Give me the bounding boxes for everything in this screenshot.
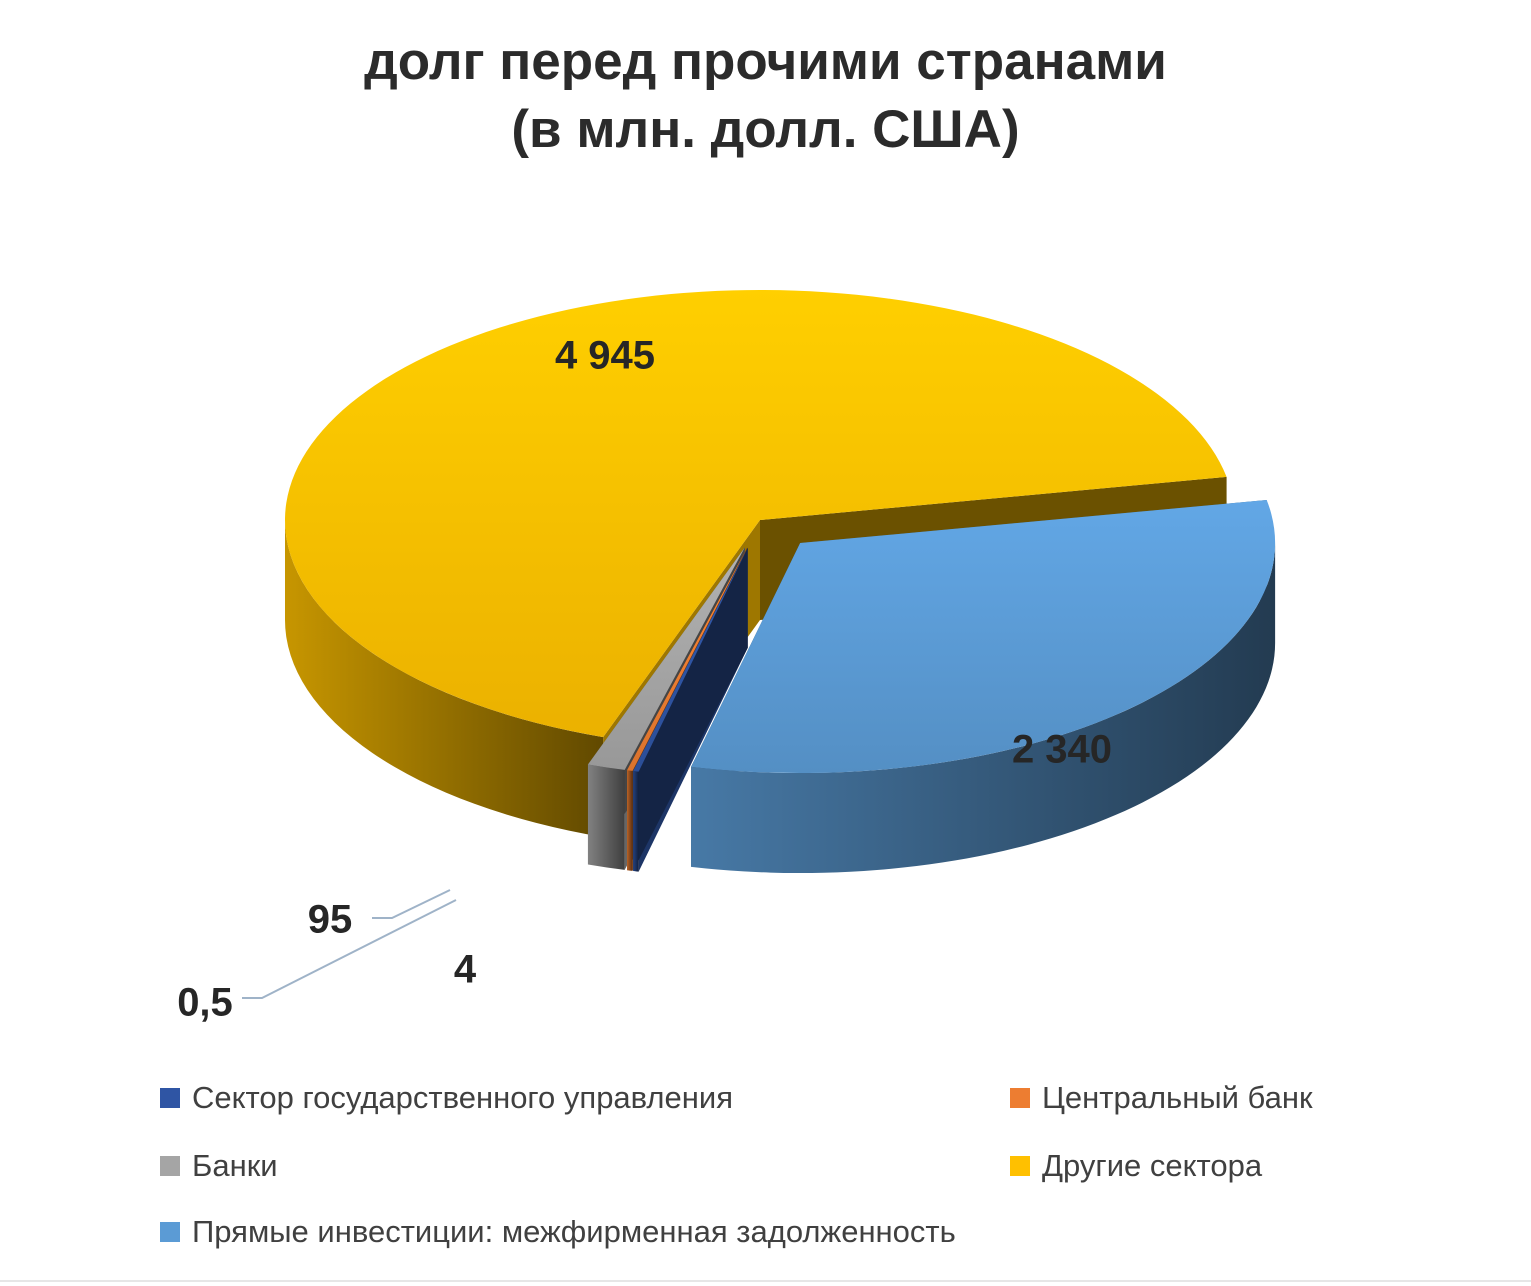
data-label-2: 0,5 <box>177 981 233 1025</box>
legend-swatch-government <box>160 1088 180 1108</box>
data-label-3: 95 <box>308 898 353 942</box>
data-label-5: 2 340 <box>1012 728 1112 772</box>
legend-label-direct-investment: Прямые инвестиции: межфирменная задолжен… <box>192 1214 956 1249</box>
legend-swatch-other-sectors <box>1010 1156 1030 1176</box>
chart-title-line-2: (в млн. долл. США) <box>511 100 1020 159</box>
legend-swatch-banks <box>160 1156 180 1176</box>
legend-item-central-bank: Центральный банк <box>1010 1080 1313 1116</box>
legend-label-banks: Банки <box>192 1148 278 1183</box>
legend-item-banks: Банки <box>160 1148 278 1184</box>
legend-label-government: Сектор государственного управления <box>192 1080 733 1115</box>
data-label-1: 4 <box>454 948 477 992</box>
chart-title-line-1: долг перед прочими странами <box>364 32 1167 91</box>
legend-item-direct-investment: Прямые инвестиции: межфирменная задолжен… <box>160 1214 956 1250</box>
legend-swatch-direct-investment <box>160 1222 180 1242</box>
legend-label-central-bank: Центральный банк <box>1042 1080 1313 1115</box>
legend-item-government: Сектор государственного управления <box>160 1080 733 1116</box>
legend-label-other-sectors: Другие сектора <box>1042 1148 1263 1183</box>
leader-line-central-bank <box>242 899 457 999</box>
leader-line-banks <box>372 889 451 919</box>
pie-slice-1 <box>633 547 748 872</box>
chart-title: долг перед прочими странами (в млн. долл… <box>0 28 1531 164</box>
legend-item-other-sectors: Другие сектора <box>1010 1148 1262 1184</box>
bottom-rule <box>0 1280 1531 1282</box>
legend-swatch-central-bank <box>1010 1088 1030 1108</box>
pie-slice-5 <box>691 499 1276 874</box>
data-label-4: 4 945 <box>555 334 655 378</box>
